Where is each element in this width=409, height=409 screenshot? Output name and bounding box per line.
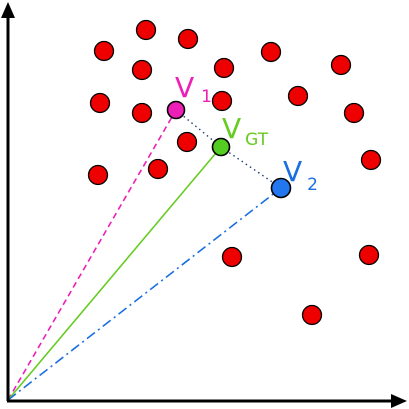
v1-vector — [7, 109, 177, 401]
vgt-vector — [7, 146, 222, 401]
v1-label-subscript: 1 — [201, 87, 212, 107]
point — [213, 57, 235, 79]
point — [177, 28, 199, 50]
point — [89, 92, 111, 114]
v1-label-main: V — [175, 71, 194, 104]
point — [87, 164, 109, 186]
arrowhead-right-icon — [391, 394, 407, 408]
point — [211, 90, 233, 112]
v1-point — [166, 100, 186, 120]
point — [260, 41, 282, 63]
point — [93, 40, 115, 62]
vgt-label: V GT — [222, 112, 269, 150]
point — [131, 102, 153, 124]
point — [358, 244, 380, 266]
point — [360, 149, 382, 171]
point — [147, 158, 169, 180]
v2-point — [270, 177, 292, 199]
point — [287, 85, 309, 107]
v2-label-subscript: 2 — [307, 175, 318, 195]
point — [221, 246, 243, 268]
arrowhead-up-icon — [1, 2, 15, 18]
vgt-to-v2-connector — [220, 146, 282, 189]
point — [330, 54, 352, 76]
v2-vector — [7, 187, 282, 401]
v2-label-main: V — [283, 155, 302, 188]
point — [301, 304, 323, 326]
point — [343, 102, 365, 124]
point — [131, 59, 153, 81]
vgt-point — [211, 137, 231, 157]
point-cloud — [87, 19, 382, 326]
vgt-label-subscript: GT — [245, 130, 269, 150]
point — [135, 19, 157, 41]
vgt-label-main: V — [222, 112, 241, 145]
point — [176, 131, 198, 153]
